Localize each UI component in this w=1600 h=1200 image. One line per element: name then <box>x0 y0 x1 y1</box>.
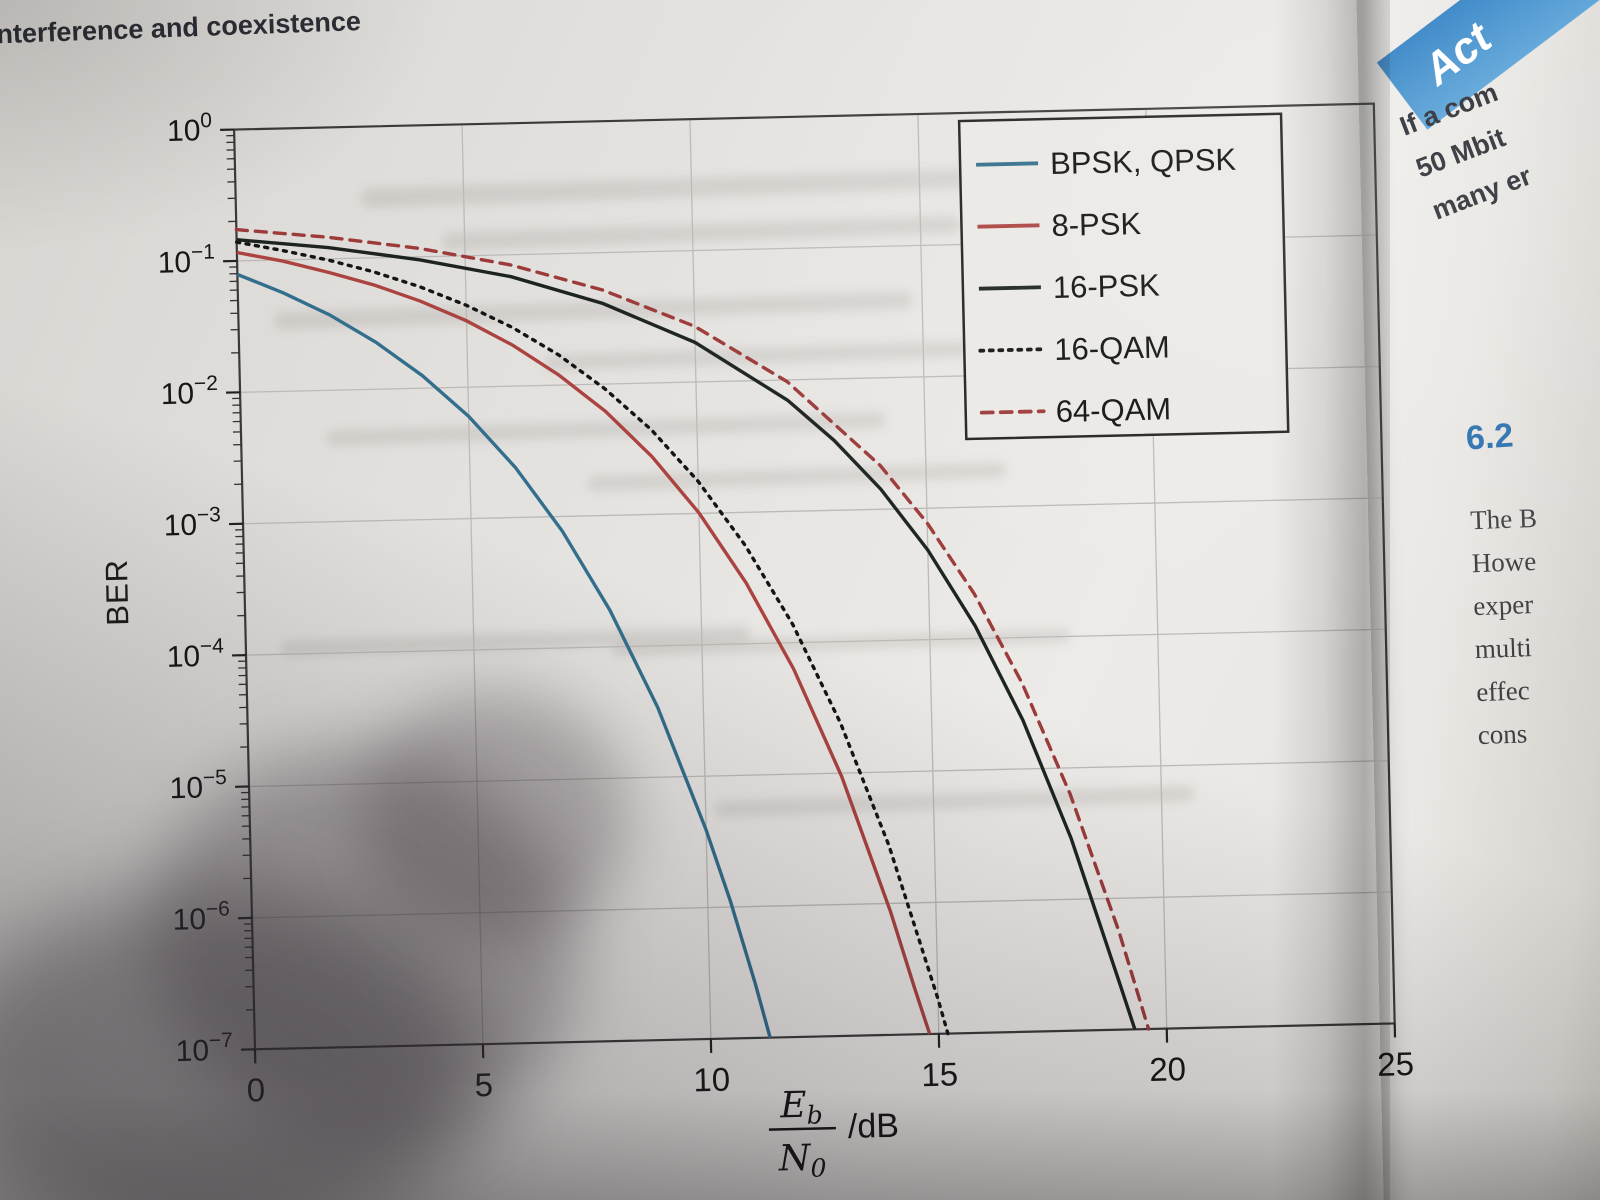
next-page-body-line: Howe <box>1471 545 1537 579</box>
y-tick-label: 10−2 <box>160 372 218 411</box>
legend-line-sample <box>979 409 1046 415</box>
y-axis-label: BER <box>99 559 136 627</box>
next-page-body-line: The B <box>1469 502 1538 536</box>
x-tick-label: 10 <box>693 1061 731 1099</box>
next-page-body-line: cons <box>1477 718 1528 751</box>
legend-label: 64-QAM <box>1055 391 1171 429</box>
next-page-body-line: exper <box>1472 589 1534 622</box>
grid-line <box>461 124 484 1045</box>
series-bpsk-qpsk <box>236 272 772 1039</box>
x-tick-label: 0 <box>246 1071 265 1108</box>
series-16-psk <box>236 238 1137 1030</box>
grid-line <box>689 119 712 1039</box>
y-tick-label: 100 <box>167 109 213 148</box>
series-16-qam <box>234 240 950 1036</box>
legend-label: BPSK, QPSK <box>1050 142 1237 181</box>
grid-line <box>251 891 1392 919</box>
page-header-text: interference and coexistence <box>0 6 362 50</box>
x-tick-label: 5 <box>474 1066 493 1103</box>
y-tick-label: 10−7 <box>175 1029 233 1068</box>
x-axis-label: Eb N0 /dB <box>768 1084 899 1183</box>
y-tick-label: 10−3 <box>163 503 221 542</box>
legend-line-sample <box>978 347 1045 353</box>
legend-box <box>957 112 1290 441</box>
y-tick-label: 10−1 <box>157 240 215 279</box>
grid <box>237 108 1392 1045</box>
legend-label: 16-QAM <box>1054 329 1170 367</box>
y-tick-label: 10−5 <box>169 766 227 805</box>
series-8-psk <box>236 250 932 1035</box>
chart-plot: 100 10−1 10−2 10−3 10−4 10−5 10−6 10−7 0 5 10 15 20 2… <box>157 102 1415 1108</box>
y-tick-label: 10−6 <box>172 897 230 936</box>
grid-line <box>243 497 1383 525</box>
svg-text:Eb: Eb <box>779 1084 823 1130</box>
legend-line-sample <box>978 285 1041 291</box>
x-tick-label: 25 <box>1377 1045 1415 1083</box>
y-tick-label: 10−4 <box>166 635 224 674</box>
legend-label: 8-PSK <box>1051 206 1142 243</box>
next-page-body: The B Howe exper multi effec cons <box>1470 497 1546 757</box>
y-minor-ticks <box>226 134 255 1011</box>
grid-line <box>917 114 940 1034</box>
book-page: interference and coexistence BER Eb N0 <box>0 0 1414 1200</box>
series-64-qam <box>234 227 1151 1031</box>
section-number: 6.2 <box>1464 416 1515 458</box>
next-page: Act If a com 50 Mbit many er 6.2 The B H… <box>1340 0 1600 1200</box>
legend-line-sample <box>976 161 1039 167</box>
legend-line-sample <box>977 223 1040 229</box>
svg-text:N0: N0 <box>777 1137 827 1183</box>
x-tick-label: 15 <box>921 1055 959 1093</box>
next-page-body-line: multi <box>1474 632 1533 665</box>
ber-chart: BER Eb N0 /dB 10010−110−210−310−410−510−… <box>99 102 1415 1183</box>
chart-legend: BPSK, QPSK 8-PSK 16-PSK 16-QAM 64-QAM <box>957 112 1290 441</box>
grid-line <box>246 628 1386 656</box>
x-axis-unit: /dB <box>847 1107 899 1146</box>
legend-label: 16-PSK <box>1053 268 1161 305</box>
x-tick-label: 20 <box>1149 1050 1187 1088</box>
next-page-body-line: effec <box>1475 675 1531 708</box>
plot-frame <box>232 102 1396 1051</box>
fraction-bar <box>768 1126 836 1131</box>
grid-line <box>248 760 1389 788</box>
